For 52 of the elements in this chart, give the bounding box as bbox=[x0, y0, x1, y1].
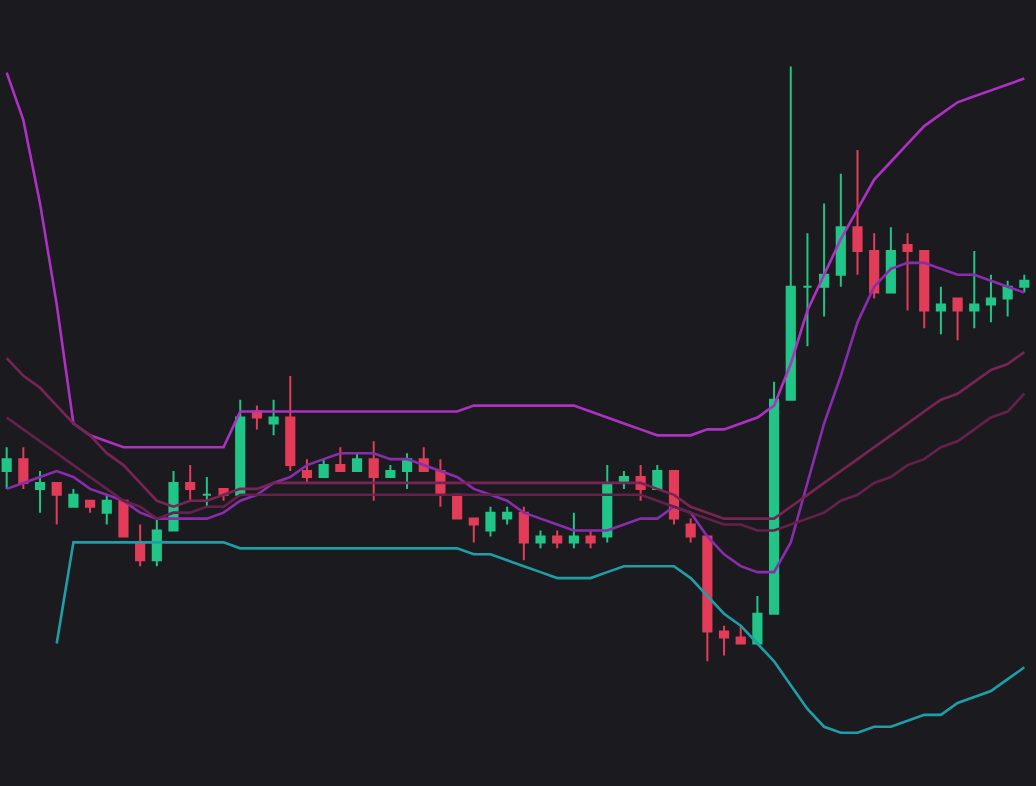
candlestick bbox=[819, 202, 830, 318]
candlestick bbox=[452, 493, 463, 520]
candlestick bbox=[1, 446, 12, 490]
candlestick bbox=[869, 232, 880, 300]
candlestick bbox=[735, 624, 746, 645]
candlestick bbox=[68, 487, 79, 508]
candlestick bbox=[969, 249, 980, 330]
candlestick bbox=[468, 517, 479, 544]
candlestick bbox=[802, 232, 813, 348]
candlestick bbox=[535, 529, 546, 550]
candlestick bbox=[702, 535, 713, 663]
candlestick bbox=[201, 475, 212, 508]
candlestick bbox=[235, 398, 246, 496]
candlestick bbox=[385, 464, 396, 478]
candlestick bbox=[785, 65, 796, 401]
candlestick bbox=[985, 273, 997, 324]
candlestick bbox=[151, 517, 162, 568]
candlestick bbox=[769, 380, 780, 615]
candlestick bbox=[18, 446, 29, 490]
candlestick bbox=[852, 148, 863, 276]
candlestick bbox=[318, 458, 329, 478]
candlestick bbox=[935, 285, 946, 336]
candlestick bbox=[118, 499, 129, 538]
candlestick bbox=[301, 458, 313, 484]
candlestick bbox=[552, 529, 563, 550]
candlestick bbox=[285, 374, 296, 473]
candlestick bbox=[585, 529, 596, 550]
candlestick bbox=[485, 505, 496, 538]
candlestick bbox=[952, 297, 963, 342]
candlestick bbox=[135, 523, 146, 568]
candlestick bbox=[902, 232, 913, 312]
candlestick bbox=[718, 624, 730, 657]
candlestick bbox=[185, 464, 196, 502]
candlestick bbox=[568, 511, 579, 550]
candlestick bbox=[502, 505, 513, 526]
candlestick bbox=[1002, 279, 1013, 318]
candlestick bbox=[518, 505, 529, 562]
candlestick bbox=[1019, 273, 1030, 294]
candlestick bbox=[351, 452, 363, 473]
candlestick bbox=[101, 493, 112, 526]
candlestick bbox=[752, 594, 763, 645]
candlestick bbox=[885, 226, 896, 294]
candlestick bbox=[268, 398, 279, 437]
candlestick bbox=[85, 499, 96, 514]
candlestick bbox=[51, 481, 62, 526]
candlestick bbox=[335, 446, 346, 473]
candlestick bbox=[368, 440, 379, 502]
candlestick bbox=[685, 517, 696, 544]
candlestick bbox=[835, 172, 846, 288]
candlestick bbox=[34, 470, 46, 514]
candlestick bbox=[401, 452, 413, 490]
candlestick bbox=[919, 249, 930, 330]
